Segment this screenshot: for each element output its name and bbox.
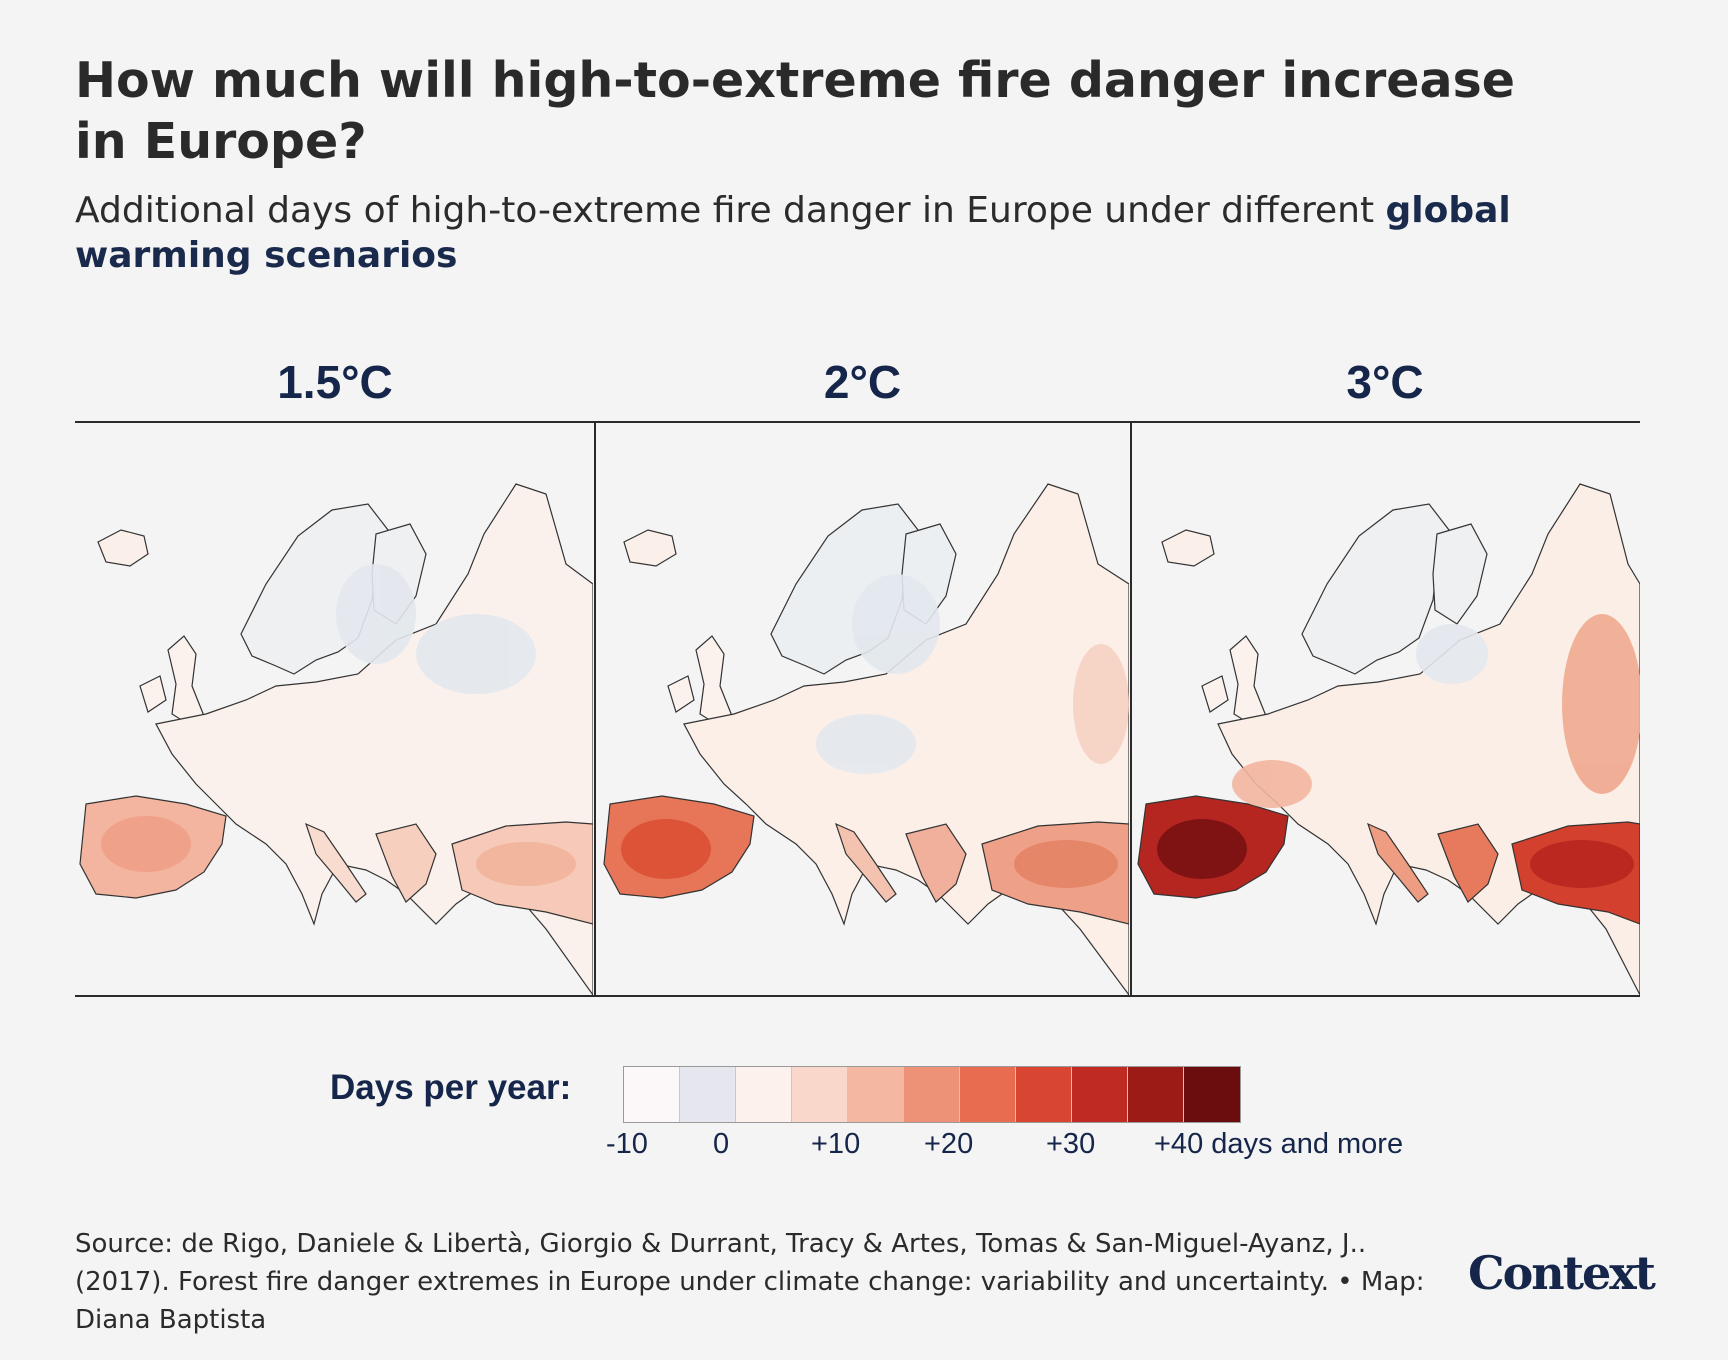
- legend-swatch-5: [904, 1067, 960, 1122]
- legend-tick-2: +10: [811, 1128, 861, 1160]
- legend-swatch-1: [680, 1067, 736, 1122]
- legend-swatch-10: [1184, 1067, 1240, 1122]
- heat-patches-1-5c: [101, 564, 576, 886]
- context-logo: Context: [1468, 1246, 1656, 1300]
- map-2c: [603, 483, 1129, 995]
- chart-subtitle: Additional days of high-to-extreme fire …: [75, 188, 1555, 278]
- legend-swatch-2: [736, 1067, 792, 1122]
- subtitle-highlight: global warming scenarios: [75, 190, 1511, 276]
- panel-label-2c: 2°C: [823, 356, 902, 408]
- legend-swatch-7: [1016, 1067, 1072, 1122]
- legend-swatch-4: [848, 1067, 904, 1122]
- legend-tick-4: +30: [1046, 1128, 1096, 1160]
- map-3c: [1137, 483, 1640, 995]
- panel-bottom-rule: [75, 995, 1640, 997]
- panel-divider-1: [594, 422, 596, 997]
- legend-tick-1: 0: [713, 1128, 730, 1160]
- legend-tick-0: -10: [606, 1128, 648, 1160]
- heat-patches-2c: [621, 574, 1129, 888]
- legend-tick-3: +20: [924, 1128, 974, 1160]
- map-1-5c: [79, 483, 593, 995]
- legend-tick-5: +40 days and more: [1154, 1128, 1404, 1160]
- heat-patches-3c: [1157, 614, 1640, 888]
- legend-color-scale: [623, 1066, 1241, 1123]
- legend-tick-labels: -10 0 +10 +20 +30 +40 days and more: [0, 1128, 1728, 1168]
- panel-label-1-5c: 1.5°C: [277, 356, 393, 408]
- legend-swatch-8: [1072, 1067, 1128, 1122]
- land-3c: [1137, 483, 1640, 995]
- panel-top-rule: [75, 421, 1640, 423]
- subtitle-text: Additional days of high-to-extreme fire …: [75, 190, 1386, 231]
- legend-swatch-9: [1128, 1067, 1184, 1122]
- legend-title: Days per year:: [330, 1068, 572, 1107]
- legend-swatch-3: [792, 1067, 848, 1122]
- panel-divider-2: [1130, 422, 1132, 997]
- source-note: Source: de Rigo, Daniele & Libertà, Gior…: [75, 1229, 1425, 1335]
- chart-title: How much will high-to-extreme fire dange…: [75, 52, 1515, 170]
- land-1-5c: [79, 483, 593, 995]
- panel-label-3c: 3°C: [1346, 356, 1424, 408]
- legend-swatch-6: [960, 1067, 1016, 1122]
- legend-swatch-0: [624, 1067, 680, 1122]
